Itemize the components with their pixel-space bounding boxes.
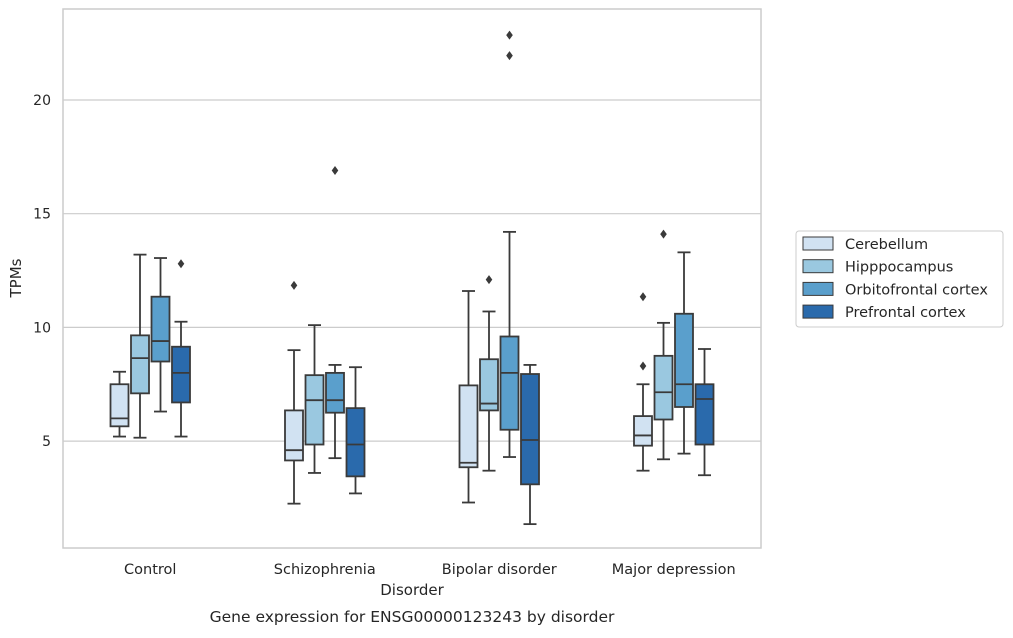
box-cerebellum-control — [109, 370, 130, 438]
legend-swatch — [802, 304, 834, 319]
box-orbitofrontal-cortex-bipolar-disorder — [499, 30, 520, 458]
x-tick-label: Bipolar disorder — [442, 562, 557, 578]
x-tick-labels: Control Schizophrenia Bipolar disorder Majo… — [124, 562, 736, 578]
y-axis-label: TPMs — [7, 258, 25, 298]
box-cerebellum-schizophrenia — [284, 280, 304, 505]
box-cerebellum-bipolar-disorder — [458, 290, 479, 504]
legend: Cerebellum Hipppocampus Orbitofrontal cort… — [795, 230, 1004, 328]
box-prefrontal-cortex-major-depression — [694, 348, 715, 477]
legend-swatch — [802, 281, 834, 296]
outlier-point — [290, 280, 298, 290]
box-prefrontal-cortex-bipolar-disorder — [520, 364, 540, 526]
x-tick-label: Major depression — [612, 562, 736, 578]
outlier-point — [506, 51, 513, 61]
box-iqr — [171, 345, 191, 404]
box-hipppocampus-bipolar-disorder — [479, 275, 499, 472]
box-iqr — [458, 384, 479, 469]
box-iqr — [150, 295, 171, 363]
box-orbitofrontal-cortex-major-depression — [674, 251, 694, 455]
outlier-point — [485, 275, 493, 285]
box-hipppocampus-control — [130, 253, 150, 439]
box-hipppocampus-major-depression — [653, 229, 674, 461]
y-tick-label: 10 — [33, 320, 51, 336]
box-iqr — [345, 407, 366, 478]
box-iqr — [325, 371, 345, 414]
box-iqr — [479, 358, 499, 412]
box-cerebellum-major-depression — [633, 292, 653, 472]
y-tick-label: 15 — [33, 207, 51, 223]
outlier-point — [331, 165, 339, 175]
box-iqr — [520, 373, 540, 486]
legend-frame — [795, 230, 1004, 328]
y-tick-label: 20 — [33, 93, 51, 109]
plot-frame — [62, 8, 762, 549]
x-axis-label: Disorder — [380, 581, 444, 599]
box-iqr — [633, 415, 653, 447]
box-iqr — [304, 374, 325, 446]
outlier-point — [177, 259, 185, 269]
box-iqr — [109, 383, 130, 428]
outlier-point — [660, 229, 667, 239]
box-prefrontal-cortex-control — [171, 259, 191, 438]
box-iqr — [499, 335, 520, 431]
box-orbitofrontal-cortex-control — [150, 257, 171, 413]
box-prefrontal-cortex-schizophrenia — [345, 366, 366, 495]
box-iqr — [694, 383, 715, 446]
legend-label: Prefrontal cortex — [845, 305, 966, 321]
legend-label: Cerebellum — [845, 237, 928, 253]
box-iqr — [674, 312, 694, 408]
x-tick-label: Control — [124, 562, 176, 578]
y-tick-label: 5 — [42, 434, 51, 450]
outlier-point — [639, 292, 647, 302]
legend-label: Hipppocampus — [845, 260, 953, 276]
box-iqr — [284, 409, 304, 462]
legend-swatch — [802, 236, 834, 251]
outlier-point — [639, 361, 647, 371]
chart-caption: Gene expression for ENSG00000123243 by d… — [210, 608, 615, 626]
box-iqr — [653, 354, 674, 421]
box-orbitofrontal-cortex-schizophrenia — [325, 165, 345, 460]
box-hipppocampus-schizophrenia — [304, 324, 325, 474]
x-tick-label: Schizophrenia — [274, 562, 376, 578]
legend-items: Cerebellum Hipppocampus Orbitofrontal cort… — [802, 236, 988, 321]
legend-swatch — [802, 259, 834, 274]
y-tick-labels: 5 10 15 20 — [33, 93, 51, 450]
legend-label: Orbitofrontal cortex — [845, 282, 988, 298]
outlier-point — [506, 30, 513, 40]
box-layer — [109, 30, 715, 526]
box-iqr — [130, 334, 150, 395]
